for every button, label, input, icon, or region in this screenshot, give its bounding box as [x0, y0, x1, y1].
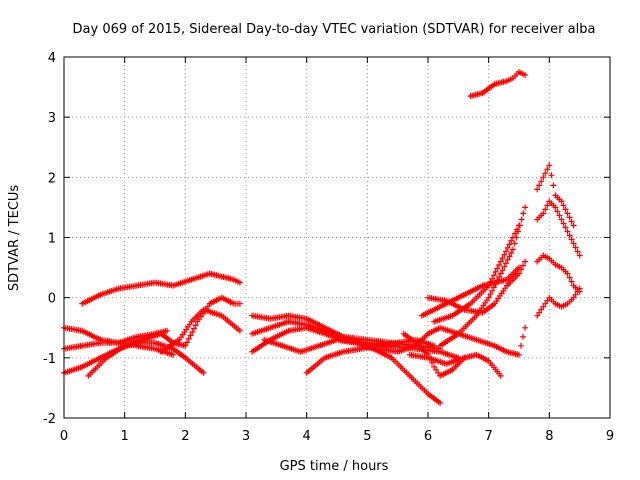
x-tick-label: 7 — [485, 429, 493, 444]
x-axis-label: GPS time / hours — [280, 459, 389, 474]
x-tick-label: 6 — [424, 429, 432, 444]
series-arc-t — [534, 285, 583, 319]
x-tick-label: 2 — [181, 429, 189, 444]
y-tick-label: 4 — [48, 51, 56, 66]
data-marks — [61, 69, 583, 406]
plus-markers — [79, 270, 243, 307]
series-arc-o — [418, 264, 522, 319]
x-tick-label: 3 — [242, 429, 250, 444]
plus-markers — [534, 252, 583, 295]
series-arc-w — [534, 162, 577, 229]
x-tick-label: 4 — [303, 429, 311, 444]
x-tick-label: 8 — [545, 429, 553, 444]
series-arc-s — [467, 69, 529, 100]
plus-markers — [400, 330, 468, 379]
series-arc-e — [85, 294, 243, 379]
series-arc-v — [534, 198, 583, 259]
plus-markers — [534, 162, 577, 229]
x-tick-label: 0 — [60, 429, 68, 444]
plus-markers — [534, 198, 583, 259]
x-axis-ticks: 0 1 2 3 4 5 6 7 8 9 — [60, 57, 614, 444]
y-tick-label: 0 — [48, 292, 56, 307]
series-arc-f — [158, 306, 243, 355]
y-tick-label: 3 — [48, 111, 56, 126]
y-tick-label: 1 — [48, 232, 56, 247]
series-arc-r — [437, 204, 529, 349]
plus-markers — [85, 294, 243, 379]
plus-markers — [261, 336, 444, 406]
series-arc-j — [261, 336, 444, 406]
x-tick-label: 1 — [121, 429, 129, 444]
y-tick-label: -1 — [43, 352, 56, 367]
plus-markers — [158, 306, 243, 355]
series-arc-n — [400, 330, 468, 379]
y-tick-label: 2 — [48, 171, 56, 186]
y-axis-ticks: -2 -1 0 1 2 3 4 — [43, 51, 610, 427]
series-arc-q — [431, 222, 522, 325]
series-arc-u — [534, 252, 583, 295]
plus-markers — [431, 222, 522, 325]
x-tick-label: 5 — [363, 429, 371, 444]
y-axis-label: SDTVAR / TECUs — [7, 185, 22, 292]
plus-markers — [437, 204, 529, 349]
plus-markers — [467, 69, 529, 100]
grid — [64, 57, 610, 418]
x-tick-label: 9 — [606, 429, 614, 444]
plus-markers — [418, 264, 522, 319]
chart-title: Day 069 of 2015, Sidereal Day-to-day VTE… — [73, 22, 596, 37]
plus-markers — [534, 285, 583, 319]
y-tick-label: -2 — [43, 412, 56, 427]
series-arc-d — [79, 270, 243, 307]
